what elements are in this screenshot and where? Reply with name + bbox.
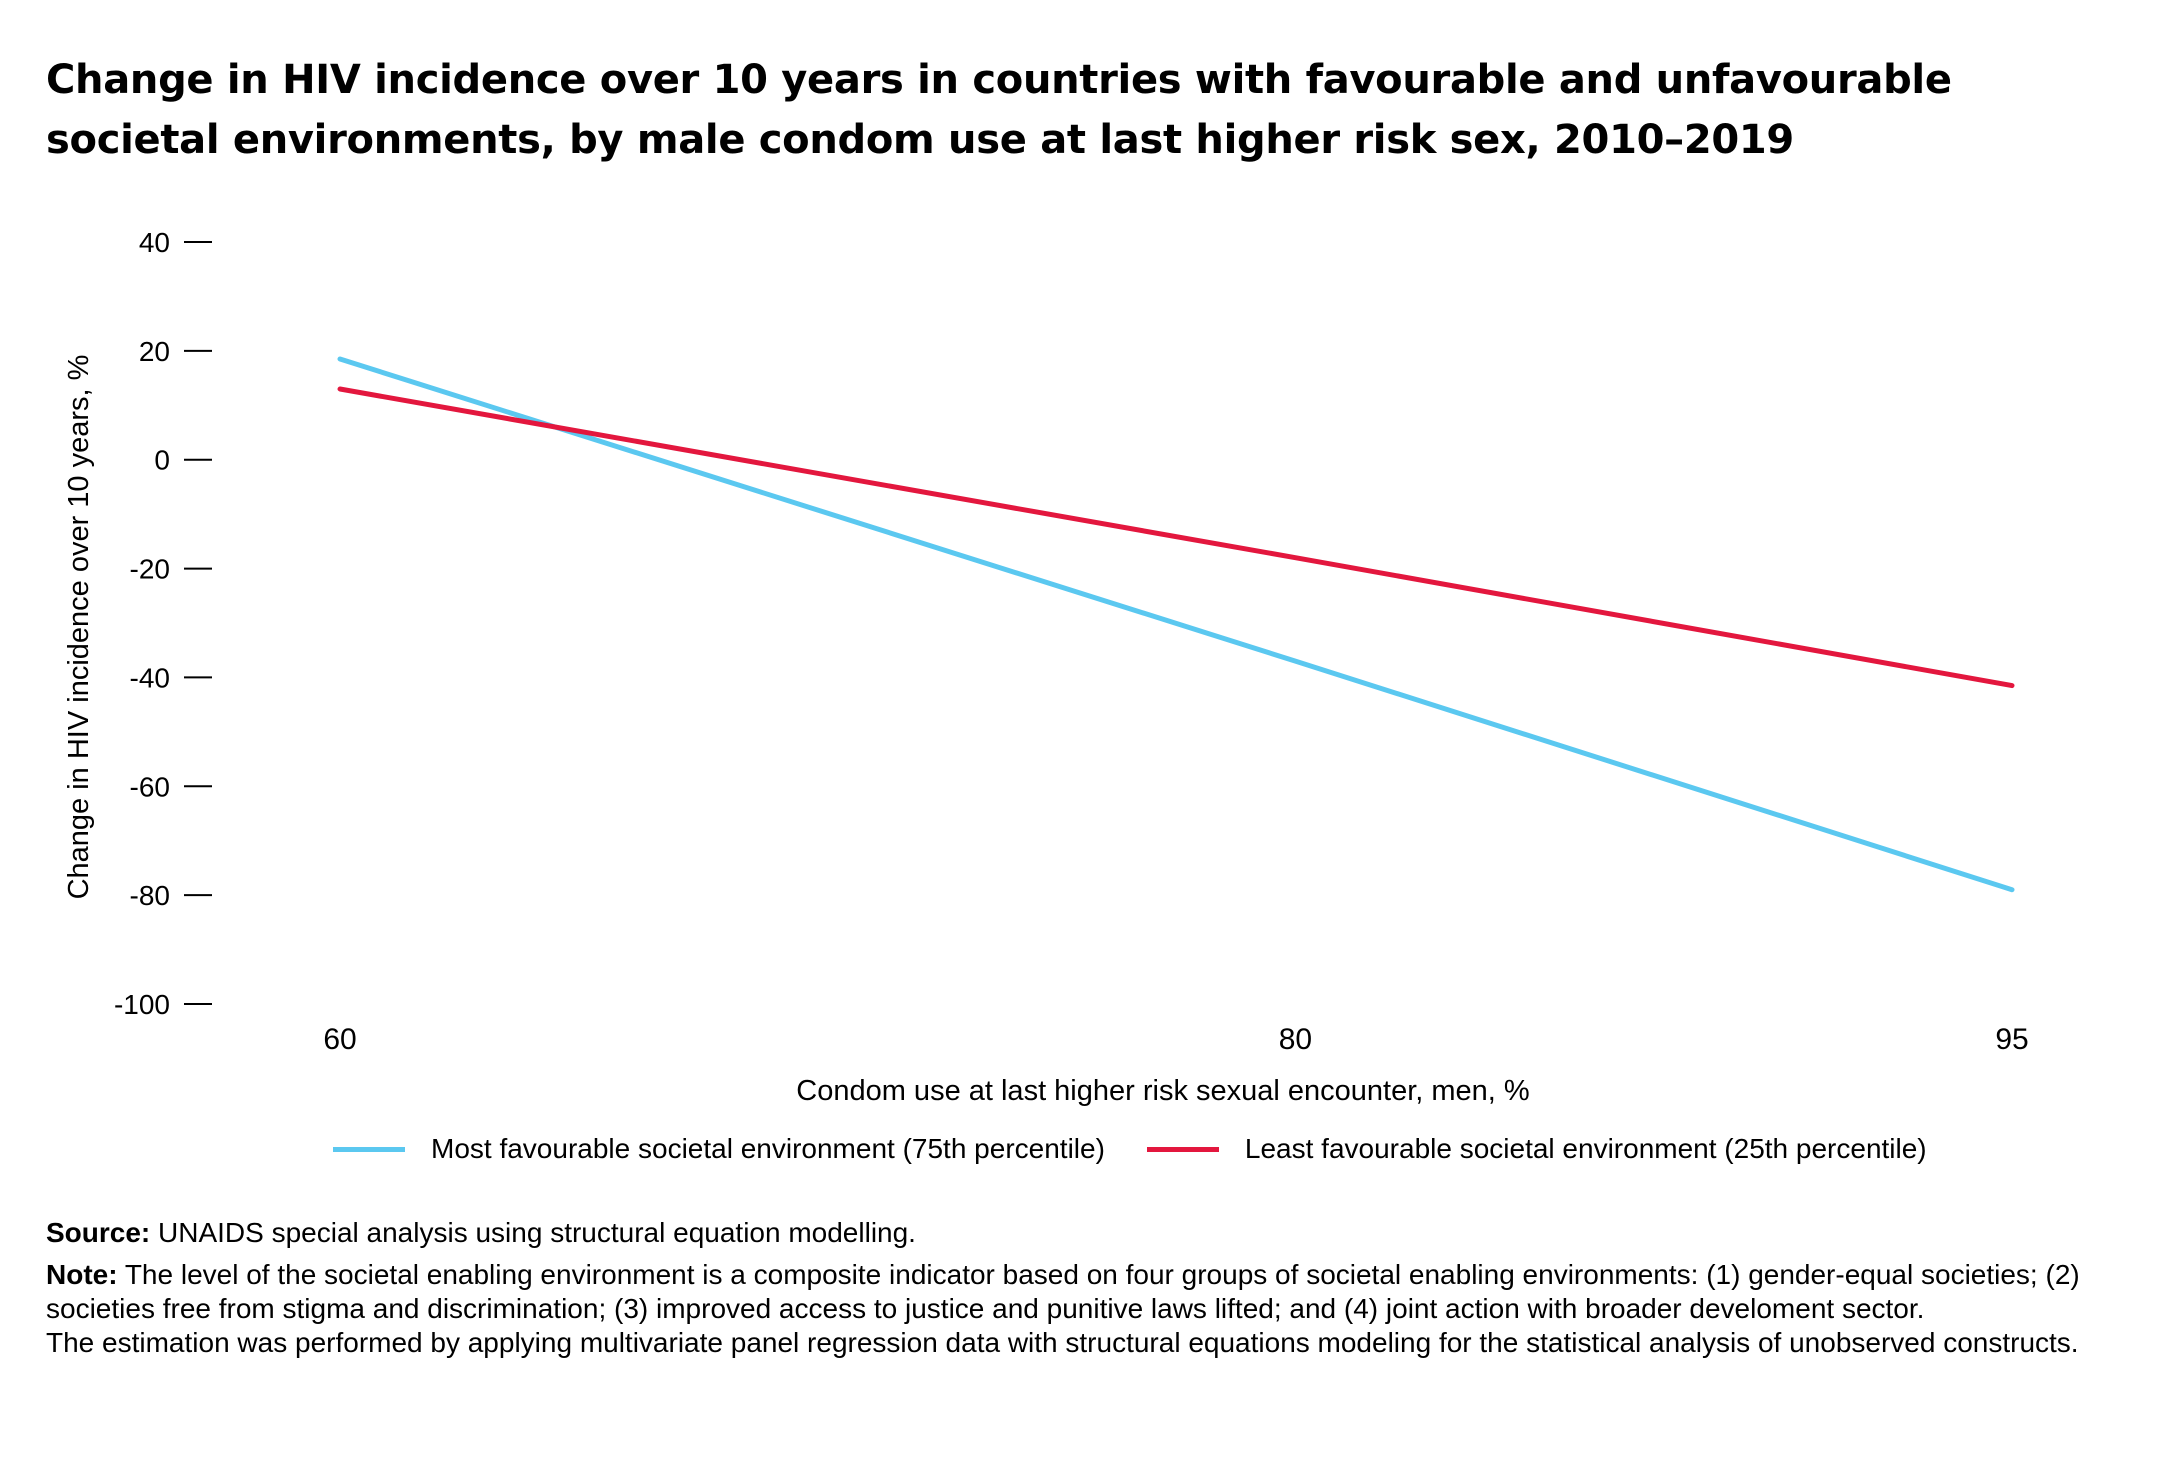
- x-tick-label: 95: [1995, 1023, 2028, 1056]
- chart-notes: Source: UNAIDS special analysis using st…: [46, 1216, 2126, 1368]
- x-tick-label: 60: [323, 1023, 356, 1056]
- series-line-least-favourable: [337, 386, 2015, 689]
- legend-label-least-favourable: Least favourable societal environment (2…: [1244, 1133, 1927, 1164]
- x-axis-label: Condom use at last higher risk sexual en…: [796, 1075, 1529, 1107]
- y-tick-label: -20: [130, 554, 170, 585]
- legend-label-most-favourable: Most favourable societal environment (75…: [431, 1133, 1105, 1164]
- y-tick-label: -100: [114, 989, 170, 1020]
- source-note: Source: UNAIDS special analysis using st…: [46, 1216, 2126, 1250]
- legend-swatch-most-favourable: [333, 1146, 405, 1152]
- series-line-most-favourable: [337, 356, 2015, 893]
- x-axis: 60 80 95: [323, 1023, 2028, 1056]
- note-paragraph: Note: The level of the societal enabling…: [46, 1258, 2126, 1360]
- y-tick-label: 40: [139, 227, 170, 258]
- y-tick-label: -40: [130, 662, 170, 693]
- chart-legend: Most favourable societal environment (75…: [333, 1133, 1927, 1165]
- y-axis: 40 20 0 -20 -40 -60 -80 -100: [114, 227, 212, 1020]
- x-tick-label: 80: [1279, 1023, 1312, 1056]
- y-tick-label: 20: [139, 336, 170, 367]
- source-label: Source:: [46, 1217, 151, 1248]
- y-tick-label: -60: [130, 771, 170, 802]
- y-axis-label: Change in HIV incidence over 10 years, %: [63, 355, 95, 900]
- legend-item-most-favourable: Most favourable societal environment (75…: [333, 1133, 1105, 1165]
- source-text: UNAIDS special analysis using structural…: [158, 1217, 916, 1248]
- note-text-2: The estimation was performed by applying…: [46, 1327, 2079, 1358]
- note-label: Note:: [46, 1259, 118, 1290]
- y-tick-label: 0: [154, 445, 170, 476]
- legend-item-least-favourable: Least favourable societal environment (2…: [1146, 1133, 1927, 1165]
- note-text: The level of the societal enabling envir…: [46, 1259, 2080, 1324]
- y-tick-label: -80: [130, 880, 170, 911]
- legend-swatch-least-favourable: [1146, 1146, 1219, 1152]
- series-lines: [337, 356, 2015, 893]
- chart-title: Change in HIV incidence over 10 years in…: [46, 57, 1952, 163]
